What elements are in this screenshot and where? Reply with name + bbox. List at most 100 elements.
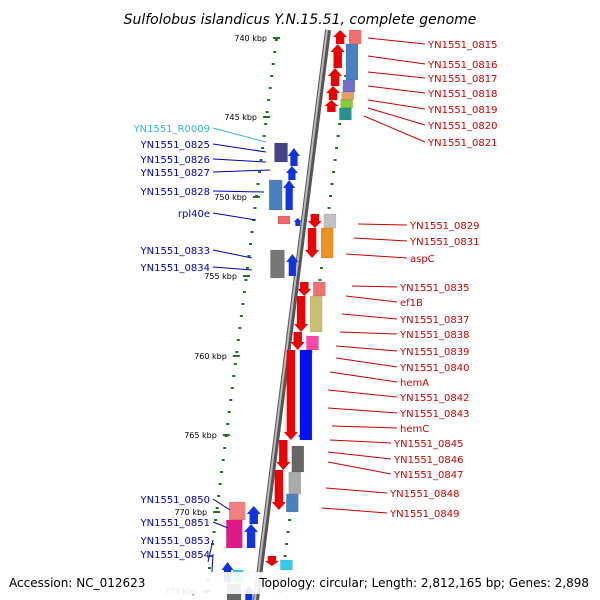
right-gene-label[interactable]: YN1551_0847 — [393, 470, 464, 481]
right-gene-label[interactable]: YN1551_0831 — [409, 237, 480, 248]
gene-arrow[interactable] — [276, 440, 291, 470]
right-gene-label[interactable]: YN1551_0846 — [393, 455, 464, 466]
left-gene-label[interactable]: YN1551_0850 — [140, 495, 211, 506]
left-track-tick — [235, 351, 239, 353]
gene-arrow[interactable] — [324, 100, 339, 112]
right-gene-label[interactable]: hemA — [400, 378, 429, 389]
gene-block[interactable] — [226, 519, 243, 549]
gene-arrow[interactable] — [271, 470, 286, 510]
gene-block[interactable] — [340, 99, 353, 109]
gene-block[interactable] — [286, 493, 299, 513]
right-gene-label[interactable]: YN1551_0843 — [399, 409, 470, 420]
right-gene-label[interactable]: aspC — [410, 254, 435, 265]
left-gene-label[interactable]: rpl40e — [178, 209, 210, 220]
right-gene-label[interactable]: YN1551_0817 — [427, 74, 498, 85]
scale-major-tick — [263, 116, 271, 118]
right-gene-label[interactable]: YN1551_0848 — [389, 489, 460, 500]
gene-arrow[interactable] — [283, 180, 296, 210]
gene-block[interactable] — [313, 281, 326, 297]
right-track-tick — [319, 267, 323, 269]
gene-block[interactable] — [291, 445, 305, 473]
right-leader-line — [335, 345, 398, 352]
right-gene-label[interactable]: YN1551_0840 — [399, 363, 470, 374]
gene-block[interactable] — [306, 335, 319, 351]
gene-arrow[interactable] — [328, 68, 343, 86]
gene-block[interactable] — [348, 29, 362, 45]
gene-block[interactable] — [341, 91, 354, 101]
gene-arrow[interactable] — [290, 332, 305, 350]
right-gene-label[interactable]: YN1551_0845 — [393, 439, 464, 450]
gene-arrow[interactable] — [283, 350, 298, 440]
right-gene-label[interactable]: YN1551_0821 — [427, 138, 498, 149]
gene-block[interactable] — [342, 79, 356, 93]
left-gene-label[interactable]: YN1551_0853 — [140, 536, 211, 547]
right-gene-label[interactable]: YN1551_0837 — [399, 315, 470, 326]
right-gene-label[interactable]: YN1551_0819 — [427, 105, 498, 116]
left-track-tick — [270, 75, 274, 77]
backbone-highlight — [254, 29, 328, 600]
right-gene-label[interactable]: YN1551_0829 — [409, 221, 480, 232]
gene-block[interactable] — [320, 227, 334, 259]
gene-block[interactable] — [270, 249, 285, 279]
gene-arrow[interactable] — [246, 506, 261, 524]
gene-arrow[interactable] — [307, 214, 322, 228]
right-gene-label[interactable]: YN1551_0849 — [389, 509, 460, 520]
left-gene-label[interactable]: YN1551_R0009 — [133, 124, 210, 135]
right-gene-label[interactable]: YN1551_0815 — [427, 40, 498, 51]
gene-arrow[interactable] — [244, 524, 259, 548]
gene-block[interactable] — [299, 349, 313, 441]
gene-arrow[interactable] — [330, 44, 345, 68]
left-gene-label[interactable]: YN1551_0833 — [140, 246, 211, 257]
left-gene-label[interactable]: YN1551_0825 — [140, 140, 211, 151]
gene-arrow[interactable] — [286, 254, 299, 276]
gene-block[interactable] — [309, 295, 323, 333]
gene-arrow[interactable] — [297, 282, 312, 296]
scale-major-tick — [213, 511, 221, 513]
gene-arrow[interactable] — [294, 296, 309, 332]
footer-background — [0, 572, 600, 594]
scale-major-tick — [252, 196, 260, 198]
right-gene-label[interactable]: YN1551_0835 — [399, 283, 470, 294]
right-track-tick — [318, 279, 322, 281]
left-gene-label[interactable]: YN1551_0851 — [140, 518, 211, 529]
left-gene-label[interactable]: YN1551_0854 — [140, 550, 211, 561]
right-gene-label[interactable]: YN1551_0820 — [427, 121, 498, 132]
gene-arrow[interactable] — [285, 166, 298, 180]
left-gene-label[interactable]: YN1551_0827 — [140, 168, 211, 179]
gene-block[interactable] — [280, 559, 293, 571]
right-track-tick — [288, 519, 292, 521]
gene-arrow[interactable] — [287, 148, 300, 166]
gene-block[interactable] — [268, 179, 283, 211]
gene-arrow[interactable] — [264, 556, 279, 566]
gene-block[interactable] — [274, 142, 288, 163]
gene-block[interactable] — [288, 471, 302, 495]
left-gene-label[interactable]: YN1551_0834 — [140, 263, 211, 274]
gene-block[interactable] — [345, 43, 359, 81]
left-gene-label[interactable]: YN1551_0828 — [140, 187, 211, 198]
right-gene-label[interactable]: YN1551_0839 — [399, 347, 470, 358]
gene-block[interactable] — [277, 215, 291, 225]
gene-arrow[interactable] — [305, 228, 320, 258]
gene-arrow[interactable] — [293, 218, 302, 226]
gene-block[interactable] — [323, 213, 337, 229]
left-track-tick — [227, 411, 231, 413]
left-track-tick — [248, 243, 252, 245]
right-gene-label[interactable]: hemC — [400, 424, 429, 435]
right-gene-label[interactable]: YN1551_0816 — [427, 60, 498, 71]
left-track-tick — [268, 87, 272, 89]
right-gene-label[interactable]: YN1551_0818 — [427, 89, 498, 100]
left-track-tick — [247, 255, 251, 257]
gene-block[interactable] — [228, 501, 246, 521]
right-gene-label[interactable]: YN1551_0838 — [399, 330, 470, 341]
scale-major-tick — [222, 434, 230, 436]
right-gene-label[interactable]: YN1551_0842 — [399, 393, 470, 404]
right-leader-line — [331, 425, 398, 429]
left-track-tick — [226, 423, 230, 425]
right-gene-label[interactable]: ef1B — [400, 298, 423, 309]
right-leader-line — [327, 389, 398, 398]
gene-arrow[interactable] — [326, 86, 341, 100]
gene-arrow[interactable] — [333, 30, 348, 44]
left-gene-label[interactable]: YN1551_0826 — [140, 155, 211, 166]
gene-block[interactable] — [339, 107, 352, 121]
gene-labels[interactable]: YN1551_R0009 YN1551_0825 YN1551_0826 YN1551… — [133, 40, 498, 561]
